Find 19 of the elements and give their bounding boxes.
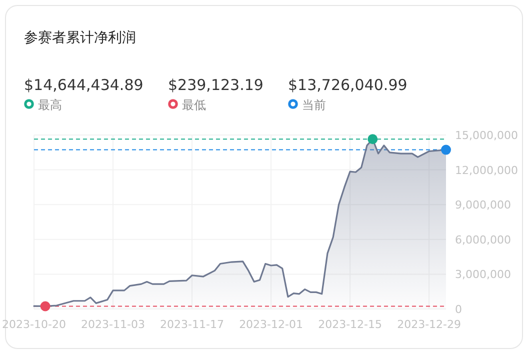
y-tick-label: 6,000,000 bbox=[455, 233, 511, 246]
x-tick-label: 2023-12-01 bbox=[239, 318, 304, 331]
chart-title: 参赛者累计净利润 bbox=[24, 30, 136, 46]
text: $13,726,040.99 bbox=[288, 76, 408, 94]
x-tick-label: 2023-10-20 bbox=[2, 318, 66, 331]
x-tick-label: 2023-11-17 bbox=[160, 318, 224, 331]
y-tick-label: 0 bbox=[455, 303, 462, 316]
legend-label: 当前 bbox=[302, 98, 326, 112]
y-tick-label: 15,000,000 bbox=[455, 129, 518, 142]
y-tick-label: 9,000,000 bbox=[455, 198, 511, 212]
y-tick-label: 3,000,000 bbox=[455, 268, 511, 282]
x-tick-label: 2023-12-29 bbox=[397, 318, 462, 331]
legend-label: 最低 bbox=[182, 98, 206, 112]
x-tick-label: 2023-11-03 bbox=[81, 318, 145, 331]
legend-label: 最高 bbox=[38, 98, 62, 112]
text: $14,644,434.89 bbox=[24, 76, 144, 94]
y-tick-label: 12,000,000 bbox=[455, 164, 518, 177]
text: $239,123.19 bbox=[168, 76, 264, 94]
x-tick-label: 2023-12-15 bbox=[318, 318, 382, 331]
